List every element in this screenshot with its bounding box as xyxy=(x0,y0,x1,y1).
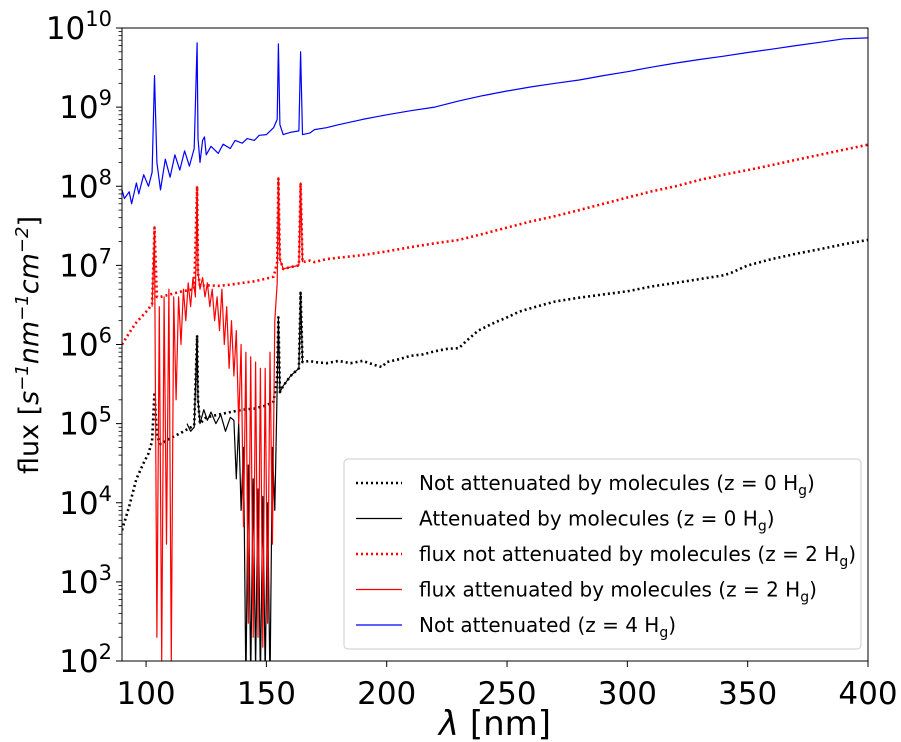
y-axis-label: flux [s−1nm−1cm−2] xyxy=(12,216,45,474)
y-label-prefix: flux [ xyxy=(14,405,45,474)
y-label-exponent: −1 xyxy=(12,364,33,391)
x-tick-label: 250 xyxy=(477,676,536,712)
y-tick-label: 1010 xyxy=(46,7,112,47)
y-tick-base: 10 xyxy=(59,565,98,601)
y-label-unit: s xyxy=(14,391,45,405)
y-tick-base: 10 xyxy=(59,486,98,522)
y-label-suffix: ] xyxy=(14,216,45,227)
series-line-not-attenuated-z0 xyxy=(122,238,868,531)
x-axis-symbol: λ xyxy=(437,704,459,742)
legend-label-attenuated-z2: flux attenuated by molecules (z = 2 Hg) xyxy=(419,578,817,606)
y-tick-exponent: 9 xyxy=(99,86,112,110)
y-tick-base: 10 xyxy=(59,90,98,126)
y-label-unit: cm xyxy=(14,253,45,294)
y-tick-exponent: 8 xyxy=(99,165,112,189)
legend-label-end: ) xyxy=(767,507,775,531)
y-tick-label: 106 xyxy=(59,324,112,364)
y-tick-base: 10 xyxy=(59,169,98,205)
series-line-not-attenuated-z2 xyxy=(122,143,868,346)
x-tick-label: 400 xyxy=(838,676,897,712)
legend-label-end: ) xyxy=(668,613,676,637)
x-tick-label: 100 xyxy=(116,676,175,712)
x-axis-ticks: 100 150 200 250 300 350 400 xyxy=(116,661,898,712)
legend-label-main: Not attenuated by molecules (z = 0 H xyxy=(419,471,798,495)
legend-label-end: ) xyxy=(807,471,815,495)
y-tick-base: 10 xyxy=(46,11,85,47)
legend-label-main: Not attenuated (z = 4 H xyxy=(419,613,659,637)
y-tick-label: 107 xyxy=(59,244,112,284)
legend-label-subscript: g xyxy=(800,590,809,606)
y-tick-label: 102 xyxy=(59,640,112,680)
legend-label-attenuated-z0: Attenuated by molecules (z = 0 Hg) xyxy=(419,507,775,535)
y-tick-exponent: 3 xyxy=(99,561,112,585)
y-tick-exponent: 6 xyxy=(99,324,112,348)
legend-label-main: flux not attenuated by molecules (z = 2 … xyxy=(419,542,839,566)
x-tick-label: 350 xyxy=(718,676,777,712)
y-tick-exponent: 4 xyxy=(99,482,112,506)
y-tick-exponent: 5 xyxy=(99,403,112,427)
legend-label-subscript: g xyxy=(798,483,807,499)
legend-label-end: ) xyxy=(848,542,856,566)
legend-label-not-attenuated-z2: flux not attenuated by molecules (z = 2 … xyxy=(419,542,856,570)
y-label-exponent: −2 xyxy=(12,227,33,254)
series-line-attenuated-z2 xyxy=(151,178,304,661)
legend-label-end: ) xyxy=(809,578,817,602)
x-tick-label: 300 xyxy=(598,676,657,712)
legend-box xyxy=(343,458,862,650)
y-tick-exponent: 2 xyxy=(99,640,112,664)
legend-label-subscript: g xyxy=(839,554,848,570)
series-line-not-attenuated-z4 xyxy=(122,37,868,205)
y-label-exponent: −1 xyxy=(12,294,33,321)
y-tick-base: 10 xyxy=(59,644,98,680)
x-axis-unit: [nm] xyxy=(470,704,551,742)
y-tick-label: 108 xyxy=(59,165,112,205)
y-tick-base: 10 xyxy=(59,407,98,443)
y-tick-label: 109 xyxy=(59,86,112,126)
y-tick-exponent: 10 xyxy=(85,7,112,31)
y-tick-exponent: 7 xyxy=(99,244,112,268)
legend-label-main: Attenuated by molecules (z = 0 H xyxy=(419,507,758,531)
legend-label-subscript: g xyxy=(758,519,767,535)
legend-label-not-attenuated-z0: Not attenuated by molecules (z = 0 Hg) xyxy=(419,471,815,499)
legend-label-subscript: g xyxy=(659,625,668,641)
series-line-attenuated-z0 xyxy=(186,292,304,661)
y-label-unit: nm xyxy=(14,321,45,364)
series-layer xyxy=(122,37,868,661)
y-tick-label: 103 xyxy=(59,561,112,601)
y-tick-base: 10 xyxy=(59,248,98,284)
legend-label-main: flux attenuated by molecules (z = 2 H xyxy=(419,578,800,602)
y-tick-label: 105 xyxy=(59,403,112,443)
legend-label-not-attenuated-z4: Not attenuated (z = 4 Hg) xyxy=(419,613,676,641)
y-tick-base: 10 xyxy=(59,328,98,364)
y-tick-label: 104 xyxy=(59,482,112,522)
x-axis-label: λ [nm] xyxy=(437,704,551,742)
legend: Not attenuated by molecules (z = 0 Hg)At… xyxy=(343,458,862,650)
x-tick-label: 200 xyxy=(357,676,416,712)
x-tick-label: 150 xyxy=(237,676,296,712)
